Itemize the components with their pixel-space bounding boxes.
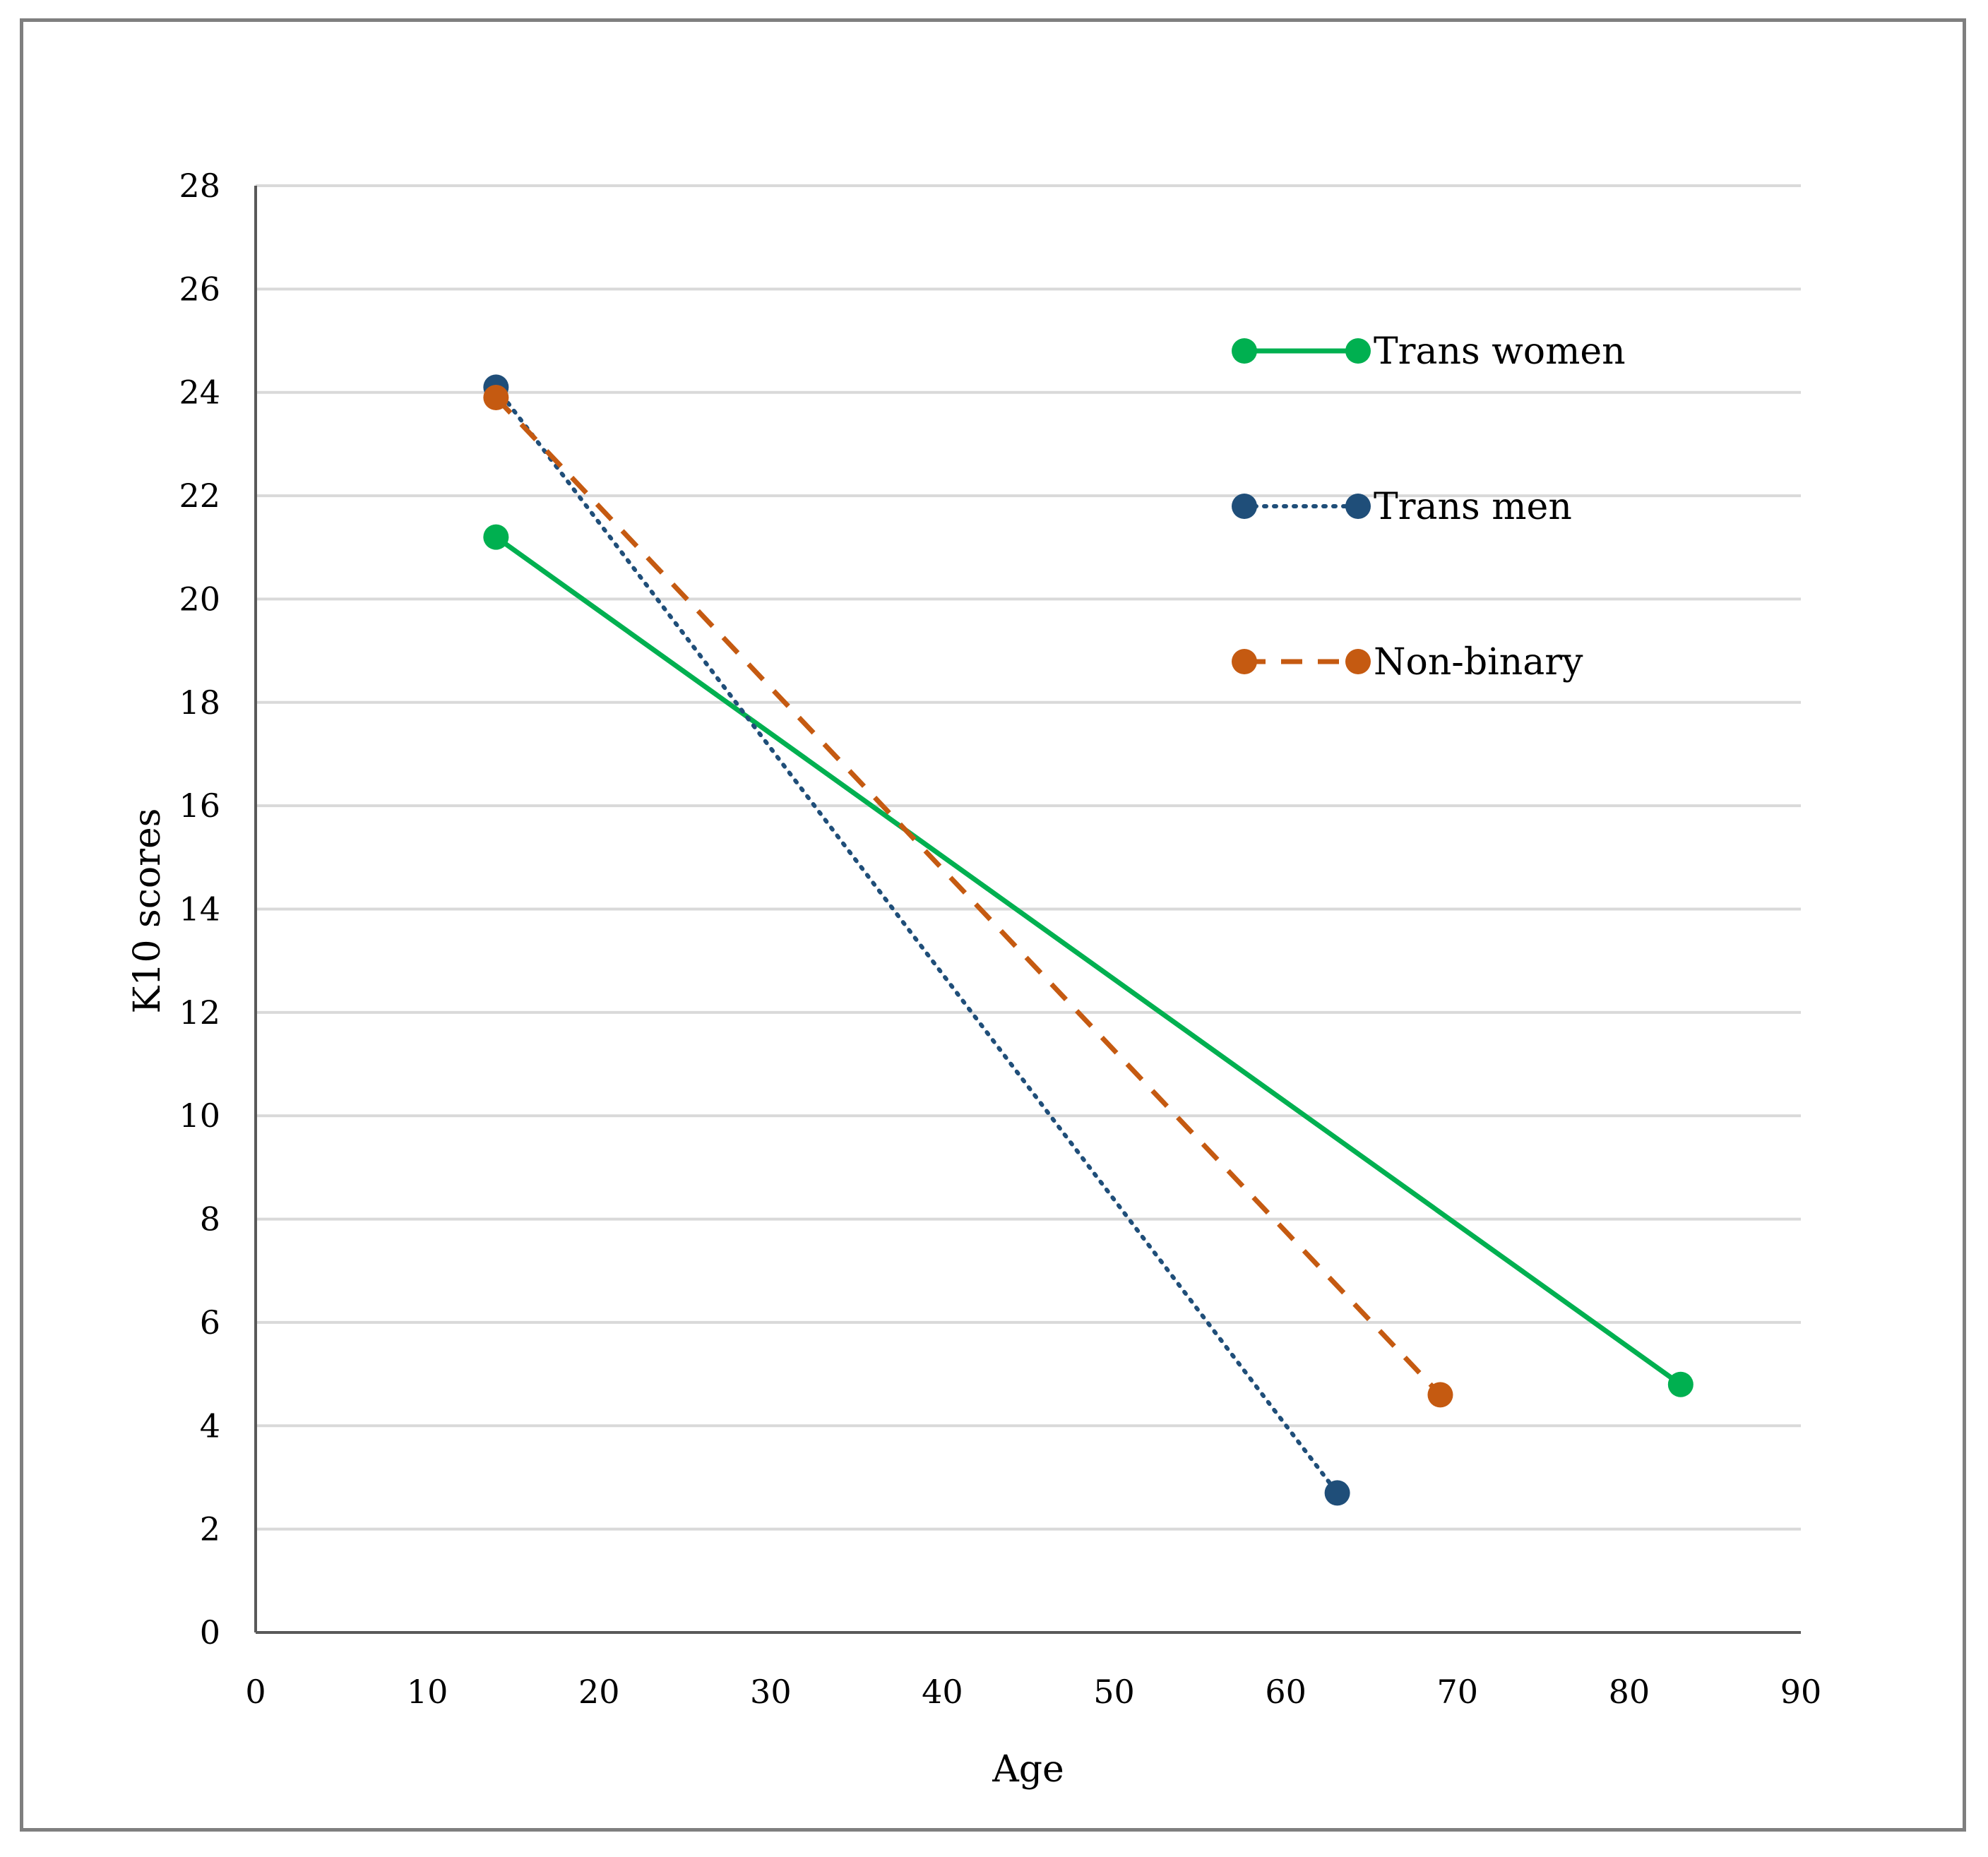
legend-item-trans-women[interactable]: Trans women [1232,330,1626,373]
x-axis-title: Age [992,1748,1064,1791]
y-tick-label: 12 [179,993,220,1032]
y-tick-label: 18 [179,683,220,722]
legend-label: Trans men [1374,486,1572,528]
y-tick-label: 8 [200,1200,220,1238]
data-point-non-binary-1[interactable] [1427,1382,1453,1408]
x-tick-label: 30 [750,1673,792,1711]
series-line-non-binary [494,395,1443,1397]
legend-marker [1345,494,1371,519]
y-tick-label: 14 [179,890,220,928]
series-trans-men [483,374,1350,1506]
legend-item-non-binary[interactable]: Non-binary [1232,641,1583,683]
legend-marker [1345,338,1371,364]
data-point-trans-women-0[interactable] [483,524,509,550]
y-tick-label: 2 [200,1510,220,1548]
y-tick-label: 24 [179,374,220,412]
legend-label: Non-binary [1374,641,1583,683]
x-tick-label: 80 [1609,1673,1650,1711]
y-axis-title: K10 scores [126,808,169,1014]
series-non-binary [483,385,1453,1408]
data-point-trans-women-1[interactable] [1667,1371,1694,1397]
legend-marker [1232,649,1257,674]
y-tick-label: 26 [179,270,220,308]
x-tick-label: 40 [922,1673,963,1711]
legend-label: Trans women [1374,330,1626,373]
y-tick-label: 6 [200,1303,220,1342]
legend-marker [1232,494,1257,519]
data-point-non-binary-0[interactable] [483,385,509,411]
legend-marker [1345,649,1371,674]
series-line-trans-women [494,535,1682,1387]
x-tick-label: 60 [1265,1673,1307,1711]
y-tick-label: 20 [179,580,220,618]
y-tick-label: 22 [179,477,220,515]
y-tick-label: 28 [179,167,220,205]
series-line-trans-men [494,385,1340,1495]
y-tick-label: 4 [200,1407,220,1445]
x-tick-label: 70 [1437,1673,1479,1711]
gridlines [256,184,1801,1531]
axes [254,186,1801,1634]
series-trans-women [483,524,1694,1397]
x-tick-label: 20 [578,1673,620,1711]
y-tick-label: 16 [179,787,220,825]
legend-item-trans-men[interactable]: Trans men [1232,486,1572,528]
x-tick-label: 50 [1093,1673,1135,1711]
x-tick-label: 0 [245,1673,266,1711]
y-tick-label: 10 [179,1097,220,1135]
x-tick-label: 10 [407,1673,448,1711]
series-layer [483,374,1694,1506]
data-point-trans-men-1[interactable] [1324,1480,1350,1506]
legend-marker [1232,338,1257,364]
legend: Trans women Trans men Non-binary [1232,330,1626,683]
x-tick-label: 90 [1780,1673,1822,1711]
x-tick-labels: 0 10 20 30 40 50 60 70 80 90 [245,1673,1821,1711]
y-tick-label: 0 [200,1613,220,1652]
